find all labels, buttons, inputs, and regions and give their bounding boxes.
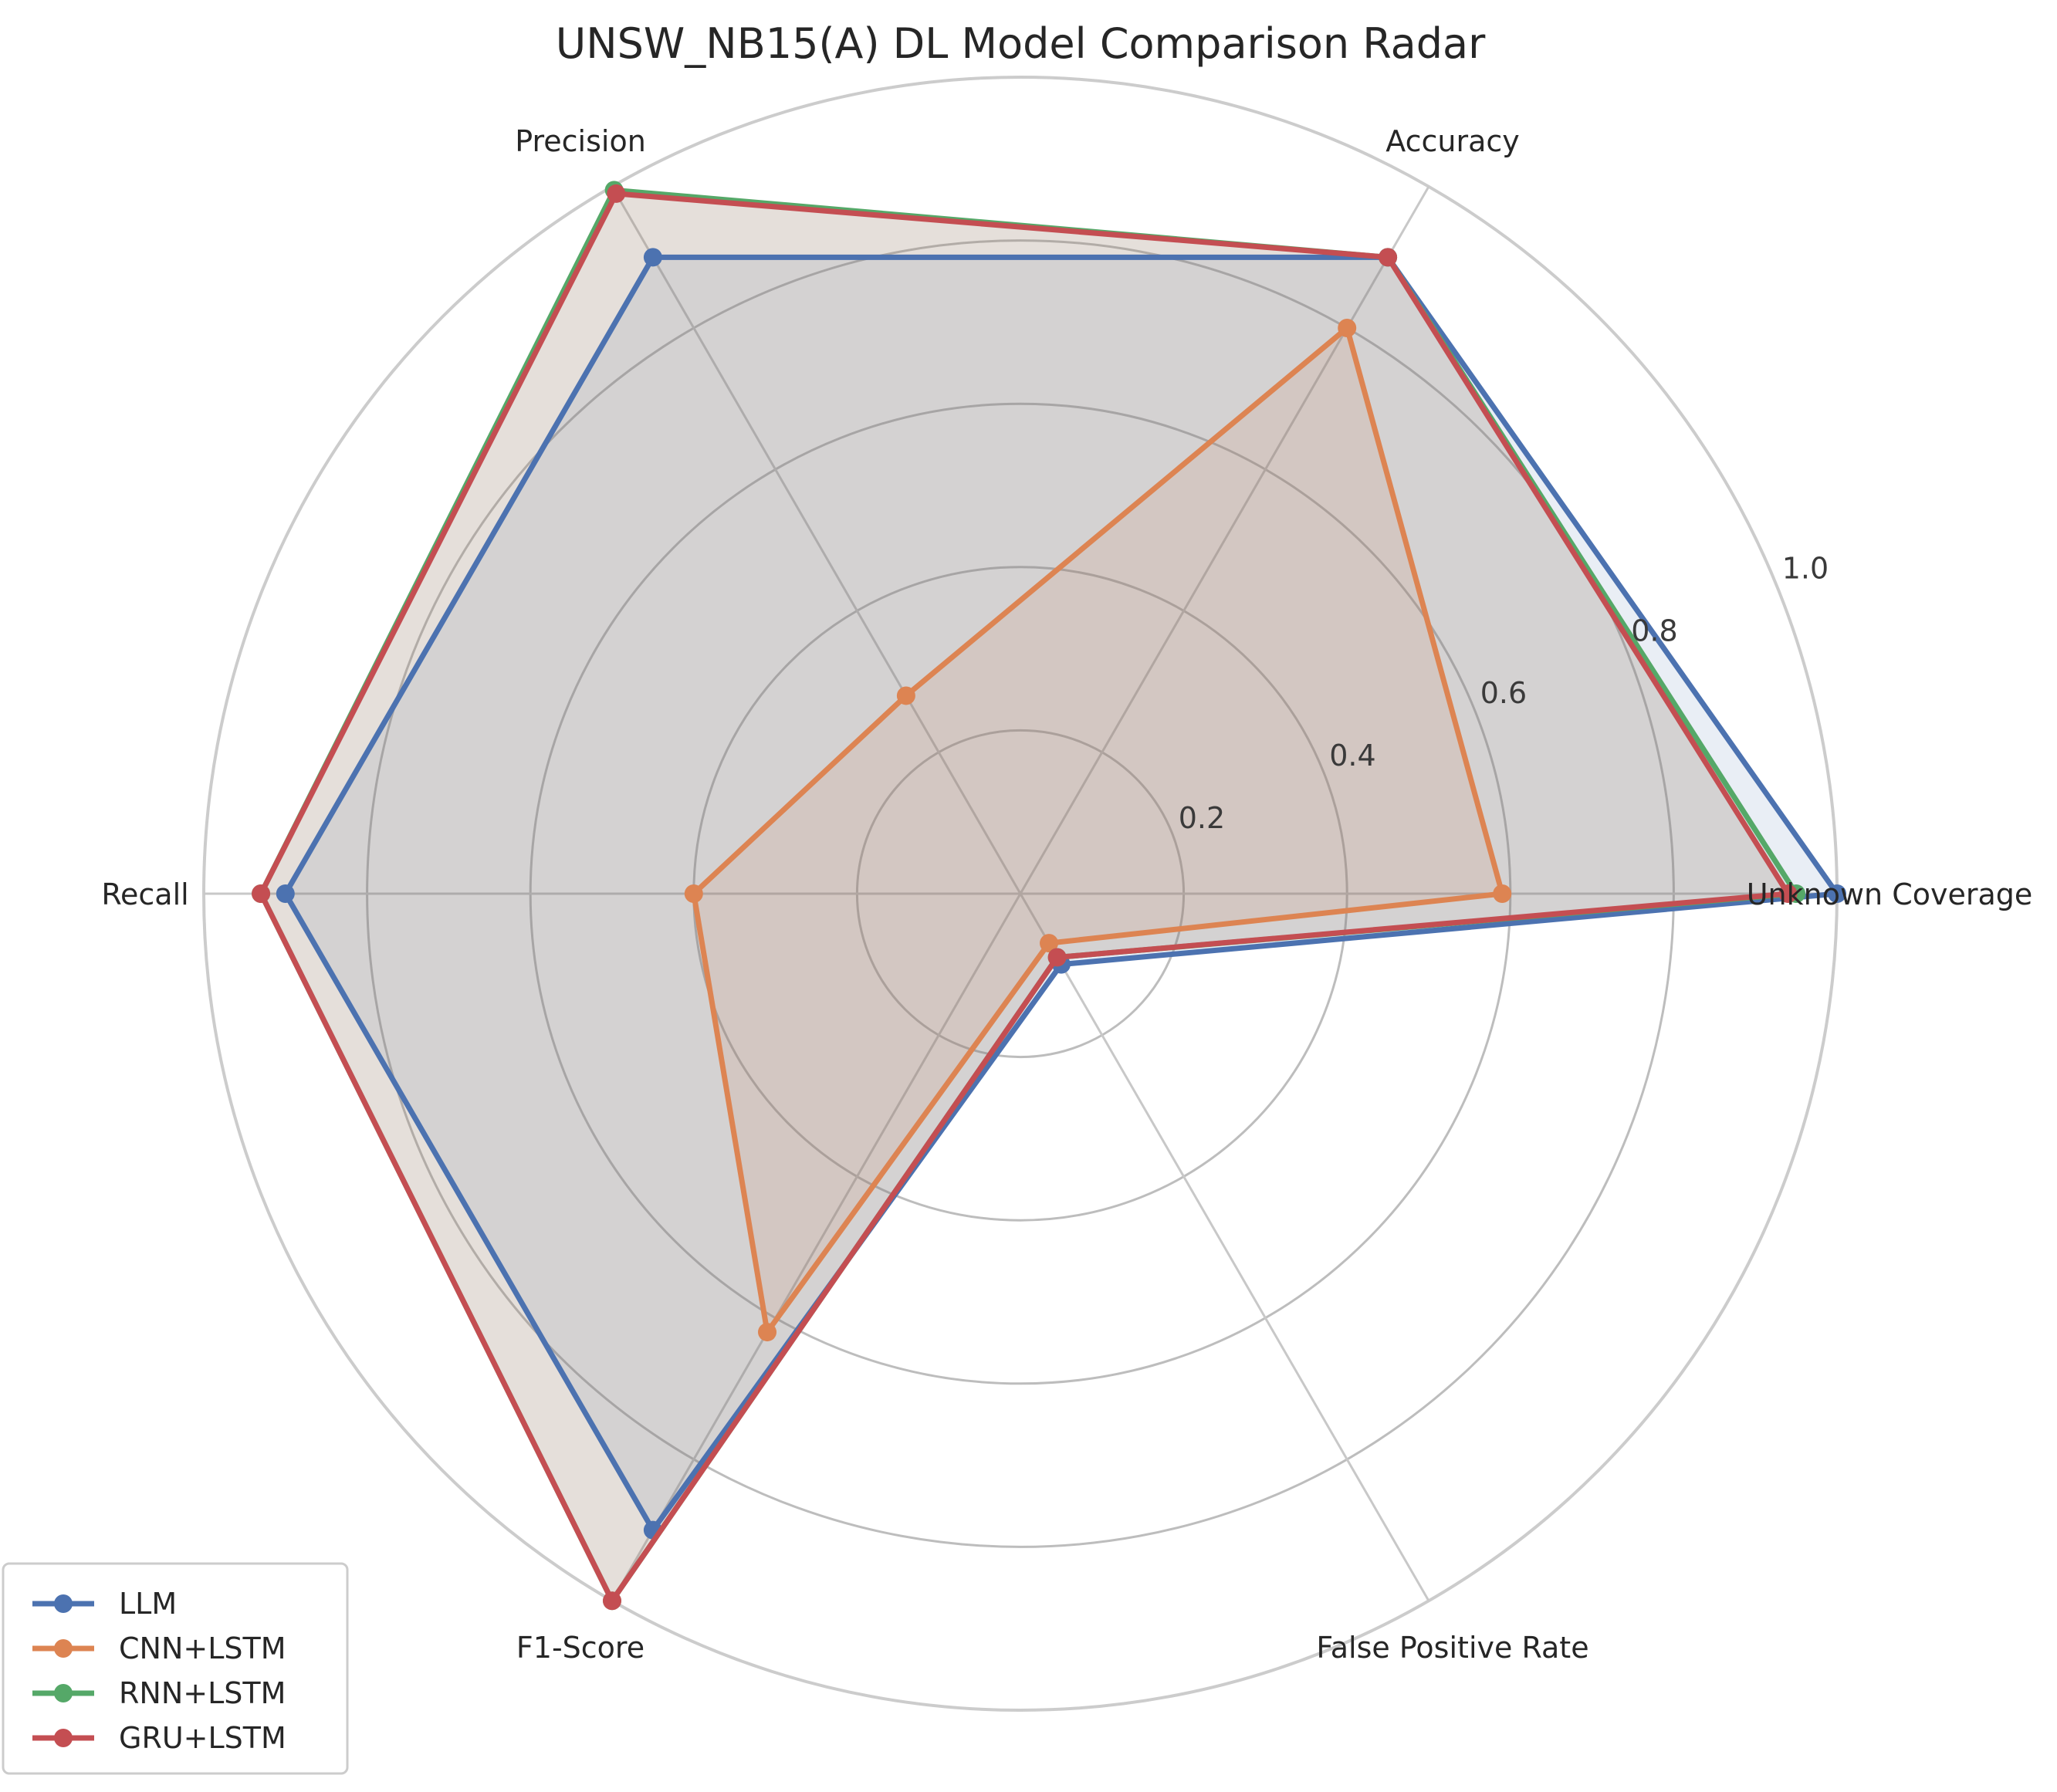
- series-fill-cnn-lstm: [693, 328, 1503, 1333]
- point-gru-lstm-false-positive-rate: [1047, 948, 1067, 967]
- axis-label-false-positive-rate: False Positive Rate: [1316, 1631, 1588, 1665]
- point-gru-lstm-unknown-coverage: [1778, 884, 1798, 903]
- legend-label-gru-lstm: GRU+LSTM: [119, 1721, 286, 1755]
- point-gru-lstm-recall: [252, 884, 271, 903]
- point-cnn-lstm-recall: [684, 884, 703, 903]
- point-cnn-lstm-precision: [896, 686, 915, 705]
- radial-tick-label: 0.2: [1179, 801, 1225, 835]
- radial-tick-label: 1.0: [1782, 551, 1829, 585]
- axis-label-f1-score: F1-Score: [516, 1631, 645, 1665]
- spoke-accuracy: [1019, 185, 1430, 894]
- point-cnn-lstm-unknown-coverage: [1493, 884, 1512, 903]
- legend-label-llm: LLM: [119, 1587, 177, 1621]
- axis-label-accuracy: Accuracy: [1385, 124, 1520, 158]
- point-llm-precision: [643, 248, 662, 267]
- legend-marker-cnn-lstm: [54, 1639, 73, 1658]
- point-gru-lstm-precision: [607, 184, 626, 203]
- legend-label-rnn-lstm: RNN+LSTM: [119, 1676, 286, 1710]
- axis-label-precision: Precision: [515, 124, 646, 158]
- point-llm-unknown-coverage: [1828, 884, 1846, 903]
- legend-marker-llm: [54, 1594, 73, 1613]
- radial-tick-label: 0.6: [1480, 676, 1527, 710]
- spoke-precision: [611, 185, 1022, 894]
- series-fill-rnn-lstm: [261, 190, 1797, 1601]
- legend-marker-gru-lstm: [54, 1729, 73, 1747]
- radar-labels: Unknown Coverage Accuracy Precision Recall F…: [101, 124, 2032, 1665]
- spoke-false-positive-rate: [1019, 893, 1430, 1602]
- axis-label-recall: Recall: [101, 877, 188, 911]
- series-fill-llm: [285, 257, 1837, 1530]
- point-cnn-lstm-f1-score: [758, 1323, 777, 1342]
- radial-tick-label: 0.4: [1329, 739, 1375, 773]
- spoke-f1-score: [611, 893, 1022, 1602]
- series-lines: [252, 181, 1846, 1611]
- radial-tick-label: 0.8: [1631, 614, 1677, 647]
- point-gru-lstm-accuracy: [1379, 248, 1398, 267]
- point-gru-lstm-f1-score: [603, 1591, 621, 1611]
- point-cnn-lstm-accuracy: [1338, 318, 1357, 337]
- radar-grid: [202, 76, 1839, 1712]
- legend: LLM CNN+LSTM RNN+LSTM GRU+LSTM: [2, 1562, 349, 1775]
- point-llm-recall: [276, 884, 295, 903]
- legend-marker-rnn-lstm: [54, 1684, 73, 1702]
- point-cnn-lstm-false-positive-rate: [1040, 934, 1059, 953]
- legend-box: [2, 1562, 349, 1775]
- chart-title: UNSW_NB15(A) DL Model Comparison Radar: [556, 19, 1486, 68]
- axis-label-unknown-coverage: Unknown Coverage: [1747, 877, 2033, 911]
- legend-label-cnn-lstm: CNN+LSTM: [119, 1631, 286, 1665]
